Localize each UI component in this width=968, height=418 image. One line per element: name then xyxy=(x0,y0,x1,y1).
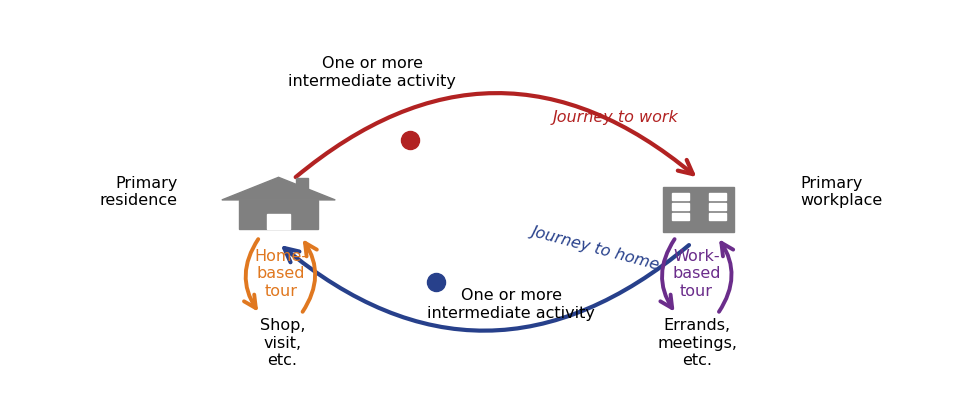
Text: Journey to home: Journey to home xyxy=(529,224,661,273)
Bar xyxy=(672,213,688,220)
Bar xyxy=(267,214,290,229)
Bar xyxy=(709,213,726,220)
Text: Home-
based
tour: Home- based tour xyxy=(255,249,308,299)
Bar xyxy=(672,193,688,200)
Text: One or more
intermediate activity: One or more intermediate activity xyxy=(288,56,456,89)
Polygon shape xyxy=(222,177,335,200)
Text: Shop,
visit,
etc.: Shop, visit, etc. xyxy=(259,318,305,368)
Bar xyxy=(296,178,309,191)
Bar xyxy=(709,193,726,200)
Text: Errands,
meetings,
etc.: Errands, meetings, etc. xyxy=(657,318,738,368)
Bar xyxy=(672,203,688,210)
Bar xyxy=(239,200,318,229)
Text: One or more
intermediate activity: One or more intermediate activity xyxy=(427,288,595,321)
Bar xyxy=(709,203,726,210)
Text: Primary
workplace: Primary workplace xyxy=(800,176,882,208)
Bar xyxy=(663,187,735,232)
Text: Primary
residence: Primary residence xyxy=(100,176,177,208)
Text: Work-
based
tour: Work- based tour xyxy=(672,249,720,299)
Text: Journey to work: Journey to work xyxy=(553,110,679,125)
